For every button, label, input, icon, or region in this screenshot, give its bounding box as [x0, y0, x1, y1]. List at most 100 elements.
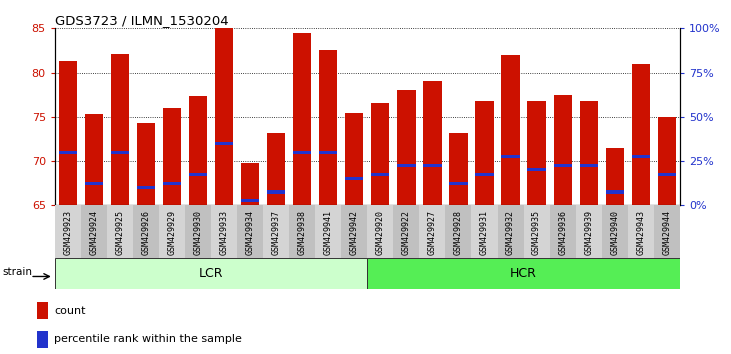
Text: GSM429942: GSM429942: [350, 210, 359, 255]
Text: GSM429928: GSM429928: [454, 210, 463, 255]
Bar: [345, 113, 363, 205]
Bar: [341, 205, 367, 258]
Bar: [475, 101, 493, 205]
Bar: [293, 33, 311, 205]
Bar: [133, 205, 159, 258]
Text: GSM429924: GSM429924: [89, 210, 99, 255]
Bar: [528, 101, 546, 205]
Text: GSM429923: GSM429923: [64, 210, 72, 255]
Text: GSM429937: GSM429937: [272, 210, 281, 255]
Bar: [267, 133, 285, 205]
Bar: [632, 155, 650, 158]
Bar: [111, 151, 129, 154]
Bar: [450, 182, 468, 185]
Bar: [367, 205, 393, 258]
Bar: [163, 182, 181, 185]
Bar: [215, 142, 233, 145]
Bar: [550, 205, 575, 258]
Bar: [163, 108, 181, 205]
Bar: [393, 205, 420, 258]
Bar: [159, 205, 185, 258]
Text: GSM429930: GSM429930: [194, 210, 202, 255]
Bar: [658, 117, 676, 205]
Text: GSM429926: GSM429926: [142, 210, 151, 255]
Bar: [605, 190, 624, 194]
Bar: [371, 173, 390, 176]
Bar: [345, 177, 363, 180]
Bar: [189, 173, 207, 176]
Bar: [111, 54, 129, 205]
Text: GDS3723 / ILMN_1530204: GDS3723 / ILMN_1530204: [55, 14, 229, 27]
Bar: [501, 155, 520, 158]
Bar: [450, 133, 468, 205]
Bar: [475, 173, 493, 176]
Text: strain: strain: [3, 267, 33, 277]
Bar: [211, 205, 237, 258]
Bar: [628, 205, 654, 258]
Bar: [471, 205, 498, 258]
Bar: [189, 96, 207, 205]
Text: count: count: [54, 306, 86, 316]
Bar: [553, 164, 572, 167]
Text: GSM429925: GSM429925: [115, 210, 124, 255]
Bar: [658, 173, 676, 176]
Text: LCR: LCR: [199, 267, 224, 280]
Text: GSM429933: GSM429933: [219, 210, 229, 255]
Bar: [397, 164, 415, 167]
Bar: [215, 28, 233, 205]
Bar: [445, 205, 471, 258]
Bar: [580, 101, 598, 205]
Text: GSM429938: GSM429938: [298, 210, 307, 255]
Bar: [55, 258, 367, 289]
Text: percentile rank within the sample: percentile rank within the sample: [54, 334, 242, 344]
Bar: [58, 61, 77, 205]
Bar: [420, 205, 445, 258]
Bar: [293, 151, 311, 154]
Bar: [237, 205, 263, 258]
Text: GSM429932: GSM429932: [506, 210, 515, 255]
Text: GSM429922: GSM429922: [402, 210, 411, 255]
Bar: [523, 205, 550, 258]
Text: GSM429920: GSM429920: [376, 210, 385, 255]
Bar: [319, 151, 338, 154]
Bar: [81, 205, 107, 258]
Bar: [241, 163, 260, 205]
Bar: [263, 205, 289, 258]
Bar: [423, 81, 442, 205]
Text: HCR: HCR: [510, 267, 537, 280]
Text: GSM429940: GSM429940: [610, 210, 619, 255]
Bar: [315, 205, 341, 258]
Bar: [553, 95, 572, 205]
Text: GSM429943: GSM429943: [636, 210, 645, 255]
Bar: [371, 103, 390, 205]
Text: GSM429931: GSM429931: [480, 210, 489, 255]
Bar: [367, 258, 680, 289]
Bar: [185, 205, 211, 258]
Bar: [602, 205, 628, 258]
Text: GSM429944: GSM429944: [662, 210, 671, 255]
Bar: [289, 205, 315, 258]
Text: GSM429935: GSM429935: [532, 210, 541, 255]
Bar: [654, 205, 680, 258]
Bar: [37, 331, 48, 348]
Bar: [85, 182, 103, 185]
Bar: [137, 186, 155, 189]
Bar: [501, 55, 520, 205]
Bar: [107, 205, 133, 258]
Text: GSM429934: GSM429934: [246, 210, 254, 255]
Bar: [575, 205, 602, 258]
Text: GSM429929: GSM429929: [167, 210, 176, 255]
Bar: [319, 50, 338, 205]
Bar: [580, 164, 598, 167]
Bar: [632, 64, 650, 205]
Bar: [137, 123, 155, 205]
Bar: [58, 151, 77, 154]
Bar: [528, 169, 546, 171]
Text: GSM429936: GSM429936: [558, 210, 567, 255]
Bar: [397, 90, 415, 205]
Bar: [605, 148, 624, 205]
Bar: [267, 190, 285, 194]
Text: GSM429927: GSM429927: [428, 210, 437, 255]
Bar: [85, 114, 103, 205]
Text: GSM429939: GSM429939: [584, 210, 593, 255]
